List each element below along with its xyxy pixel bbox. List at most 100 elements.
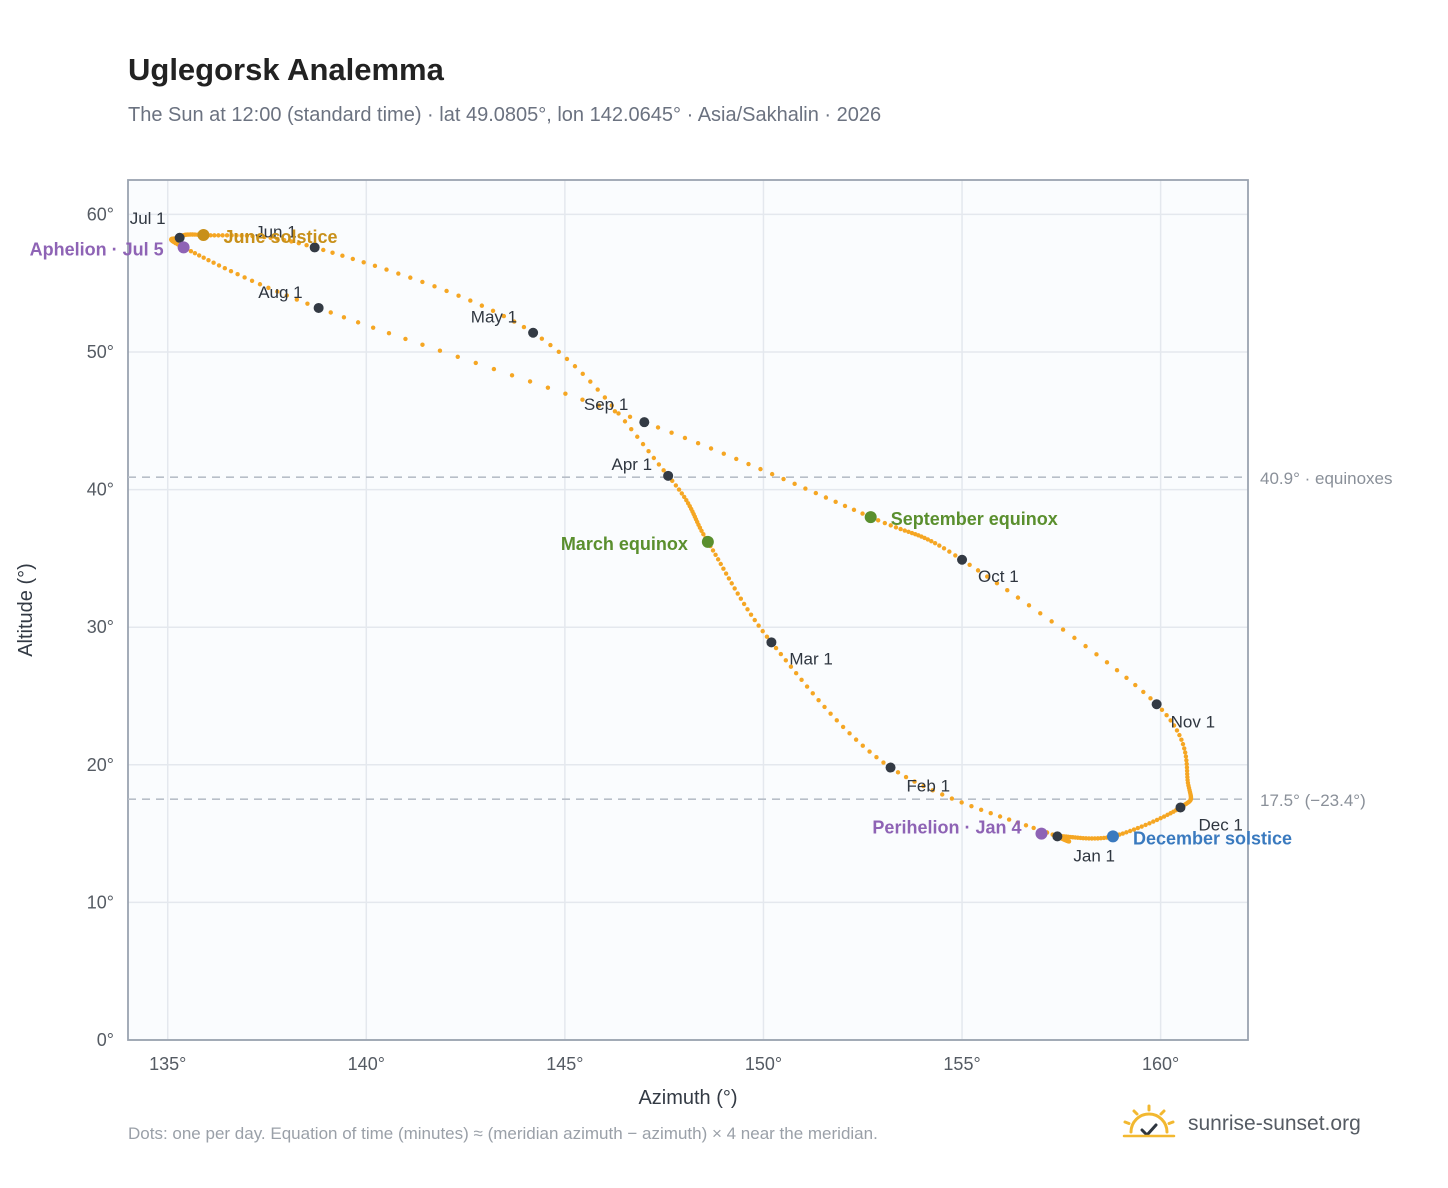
month-marker: [663, 470, 674, 481]
event-label: Perihelion · Jan 4: [872, 818, 1021, 838]
daily-sun-dot: [350, 256, 356, 262]
daily-sun-dot: [1182, 750, 1188, 755]
daily-sun-dot: [444, 288, 449, 294]
daily-sun-dot: [612, 409, 618, 414]
month-marker: [1052, 831, 1063, 842]
daily-sun-dot: [1031, 825, 1036, 831]
daily-sun-dot: [978, 807, 984, 812]
daily-sun-dot: [842, 503, 848, 509]
daily-sun-dot: [1049, 619, 1054, 624]
daily-sun-dot: [1177, 732, 1182, 738]
daily-sun-dot: [756, 623, 761, 628]
daily-sun-dot: [321, 247, 326, 253]
daily-sun-dot: [781, 476, 786, 482]
daily-sun-dot: [764, 634, 770, 639]
daily-sun-dot: [455, 354, 460, 359]
y-tick-label: 0°: [97, 1030, 114, 1050]
daily-sun-dot: [902, 528, 907, 533]
daily-sun-dot: [1104, 660, 1110, 665]
daily-sun-dot: [545, 385, 551, 390]
daily-sun-dot: [220, 233, 225, 238]
daily-sun-dot: [228, 268, 234, 274]
daily-sun-dot: [491, 366, 497, 372]
daily-sun-dot: [726, 576, 732, 581]
plot-area: [128, 180, 1248, 1040]
daily-sun-dot: [1133, 682, 1138, 688]
month-marker: [174, 232, 185, 243]
daily-sun-dot: [1139, 824, 1144, 829]
daily-sun-dot: [1148, 696, 1153, 701]
daily-sun-dot: [673, 483, 679, 488]
month-label: Sep 1: [584, 395, 628, 414]
daily-sun-dot: [769, 471, 775, 477]
daily-sun-dot: [196, 253, 202, 258]
daily-sun-dot: [1120, 831, 1126, 836]
reference-line-label: 40.9° · equinoxes: [1260, 469, 1393, 488]
daily-sun-dot: [1015, 820, 1020, 825]
daily-sun-dot: [1147, 821, 1152, 826]
daily-sun-dot: [732, 586, 737, 591]
x-tick-label: 145°: [546, 1054, 583, 1074]
daily-sun-dot: [959, 800, 964, 805]
daily-sun-dot: [984, 574, 990, 579]
daily-sun-dot: [1124, 675, 1129, 680]
daily-sun-dot: [330, 250, 335, 255]
daily-sun-dot: [813, 490, 819, 496]
daily-sun-dot: [646, 449, 651, 454]
daily-sun-dot: [1094, 652, 1099, 657]
event-marker: [1035, 827, 1048, 840]
daily-sun-dot: [1164, 713, 1169, 718]
daily-sun-dot: [328, 310, 333, 315]
month-label: Jul 1: [130, 209, 166, 228]
event-marker: [701, 535, 714, 548]
daily-sun-dot: [250, 233, 255, 239]
daily-sun-dot: [988, 811, 993, 816]
daily-sun-dot: [501, 313, 507, 319]
daily-sun-dot: [266, 285, 271, 291]
daily-sun-dot: [695, 441, 701, 446]
daily-sun-dot: [949, 796, 955, 801]
daily-sun-dot: [1171, 723, 1177, 728]
brand[interactable]: sunrise-sunset.org: [1122, 1104, 1361, 1144]
y-tick-label: 30°: [87, 617, 114, 637]
month-label: Nov 1: [1171, 712, 1215, 731]
daily-sun-dot: [847, 731, 852, 736]
daily-sun-dot: [1165, 812, 1170, 818]
daily-sun-dot: [947, 549, 952, 554]
daily-sun-dot: [734, 456, 739, 462]
daily-sun-dot: [655, 425, 661, 430]
y-axis-label: Altitude (°): [15, 563, 37, 657]
daily-sun-dot: [834, 718, 839, 723]
chart-title: Uglegorsk Analemma: [128, 52, 444, 87]
daily-sun-dot: [1182, 746, 1187, 751]
daily-sun-dot: [509, 373, 515, 378]
daily-sun-dot: [684, 498, 689, 503]
month-label: Apr 1: [612, 455, 653, 474]
daily-sun-dot: [511, 319, 517, 324]
daily-sun-dot: [853, 737, 859, 742]
event-marker: [864, 511, 877, 524]
daily-sun-dot: [355, 320, 361, 325]
daily-sun-dot: [595, 387, 600, 392]
daily-sun-dot: [746, 461, 751, 467]
month-marker: [639, 417, 650, 428]
daily-sun-dot: [967, 562, 972, 567]
month-label: Aug 1: [258, 283, 302, 302]
x-tick-label: 150°: [745, 1054, 782, 1074]
daily-sun-dot: [1060, 627, 1066, 632]
daily-sun-dot: [867, 749, 872, 754]
month-label: Oct 1: [978, 567, 1019, 586]
daily-sun-dot: [881, 760, 886, 765]
daily-sun-dot: [715, 557, 721, 562]
daily-sun-dot: [212, 233, 217, 238]
daily-sun-dot: [403, 336, 408, 342]
brand-link[interactable]: sunrise-sunset.org: [1188, 1112, 1361, 1135]
daily-sun-dot: [932, 540, 938, 546]
daily-sun-dot: [752, 617, 757, 623]
daily-sun-dot: [953, 553, 958, 558]
reference-line-label: 17.5° (−23.4°): [1260, 791, 1366, 810]
daily-sun-dot: [748, 612, 754, 617]
daily-sun-dot: [710, 548, 716, 553]
daily-sun-dot: [588, 379, 593, 384]
